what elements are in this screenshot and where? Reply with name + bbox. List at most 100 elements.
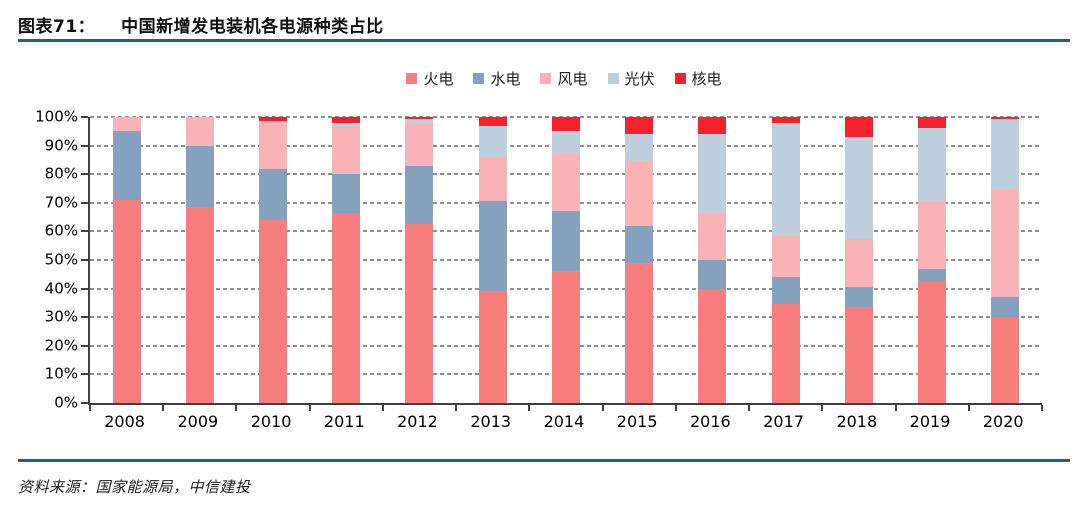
gridline-100	[90, 116, 1042, 118]
x-axis-tick	[748, 405, 751, 411]
solar-segment	[771, 122, 800, 236]
y-axis-tick	[81, 144, 88, 147]
hydro-segment	[551, 211, 580, 272]
hydro-segment	[698, 260, 727, 289]
y-axis-label: 30%	[44, 307, 78, 326]
x-axis-label: 2011	[323, 412, 365, 431]
y-axis-label: 60%	[44, 221, 78, 240]
y-axis-tick	[81, 259, 88, 261]
y-axis-tick	[81, 287, 88, 290]
bar-2015	[625, 117, 654, 403]
nuclear-segment	[259, 117, 288, 122]
x-axis-tick	[89, 405, 91, 411]
wind-segment	[918, 201, 947, 269]
y-axis-label: 20%	[44, 336, 78, 355]
x-axis-tick	[235, 405, 238, 411]
nuclear-segment	[771, 117, 800, 123]
x-axis-label: 2019	[909, 412, 951, 431]
bar-2008	[112, 117, 141, 403]
nuclear-segment	[844, 117, 873, 138]
y-axis-label: 0%	[54, 393, 78, 412]
x-axis-label: 2018	[836, 412, 878, 431]
thermal-segment	[918, 281, 947, 403]
legend-label-solar: 光伏	[624, 70, 655, 88]
y-axis-tick	[81, 344, 88, 347]
legend-item-nuclear: 核电	[674, 68, 722, 89]
bar-2010	[259, 117, 288, 403]
y-axis-label: 80%	[44, 164, 78, 183]
bar-2020	[991, 117, 1020, 403]
thermal-segment	[185, 207, 214, 403]
x-axis-tick	[967, 405, 970, 411]
x-axis-label: 2015	[616, 412, 658, 431]
wind-segment	[405, 124, 434, 166]
thermal-segment	[625, 262, 654, 403]
hydro-segment	[405, 165, 434, 225]
source-note: 资料来源：国家能源局，中信建投	[18, 478, 251, 496]
legend-label-thermal: 火电	[423, 70, 454, 88]
thermal-segment	[259, 219, 288, 403]
wind-segment	[991, 189, 1020, 298]
nuclear-segment	[698, 117, 727, 135]
y-axis-label: 40%	[44, 279, 78, 298]
x-axis-tick	[381, 405, 384, 411]
wind-segment	[478, 157, 507, 202]
nuclear-segment	[405, 117, 434, 120]
thermal-segment	[844, 307, 873, 403]
solar-segment	[625, 134, 654, 162]
hydro-segment	[478, 201, 507, 292]
x-axis-label: 2017	[763, 412, 804, 431]
solar-legend-swatch	[607, 73, 619, 84]
hydro-segment	[625, 225, 654, 263]
y-axis-label: 50%	[44, 250, 78, 269]
bar-2012	[405, 117, 434, 403]
legend-item-wind: 风电	[540, 68, 588, 89]
wind-segment	[332, 127, 361, 175]
x-axis-label: 2009	[177, 412, 219, 431]
hydro-segment	[771, 277, 800, 305]
title-divider	[18, 39, 1070, 42]
y-axis-tick	[81, 402, 88, 404]
wind-segment	[112, 117, 141, 132]
bars-container	[90, 117, 1042, 403]
figure-label: 图表71：	[18, 17, 96, 37]
solar-segment	[844, 137, 873, 239]
solar-segment	[478, 125, 507, 158]
thermal-legend-swatch	[406, 73, 418, 84]
x-axis-tick	[1041, 405, 1043, 411]
thermal-segment	[771, 304, 800, 403]
x-axis-label: 2013	[470, 412, 512, 431]
x-axis-label: 2020	[982, 412, 1024, 431]
plot-area: 0% 10% 20% 30% 40% 50% 60% 70% 80% 90% 100%	[35, 109, 1043, 411]
solar-segment	[991, 119, 1020, 190]
wind-segment	[185, 117, 214, 146]
y-axis-tick	[81, 373, 88, 376]
hydro-segment	[918, 268, 947, 282]
nuclear-segment	[332, 117, 361, 124]
thermal-segment	[991, 317, 1020, 403]
bar-2009	[185, 117, 214, 403]
thermal-segment	[112, 199, 141, 403]
nuclear-segment	[991, 117, 1020, 120]
x-axis-tick	[162, 405, 165, 411]
legend-label-hydro: 水电	[490, 70, 521, 88]
figure-title: 中国新增发电装机各电源种类占比	[121, 17, 384, 37]
hydro-legend-swatch	[473, 73, 485, 84]
hydro-segment	[844, 287, 873, 308]
bar-2013	[478, 117, 507, 403]
y-axis-tick	[81, 173, 88, 176]
thermal-segment	[405, 224, 434, 403]
x-axis-tick	[528, 405, 531, 411]
y-axis-label: 90%	[44, 136, 78, 155]
x-axis-tick	[674, 405, 677, 411]
thermal-segment	[551, 271, 580, 403]
x-axis-label: 2016	[690, 412, 731, 431]
x-axis-tick	[308, 405, 311, 411]
legend-label-wind: 风电	[557, 70, 588, 88]
nuclear-segment	[625, 117, 654, 135]
chart-legend: 火电 水电 风电 光伏 核电	[88, 68, 1040, 89]
solar-segment	[918, 128, 947, 202]
y-axis-label: 100%	[35, 107, 78, 126]
y-axis-tick	[81, 316, 88, 319]
figure-title-row: 图表71： 中国新增发电装机各电源种类占比	[18, 12, 384, 37]
